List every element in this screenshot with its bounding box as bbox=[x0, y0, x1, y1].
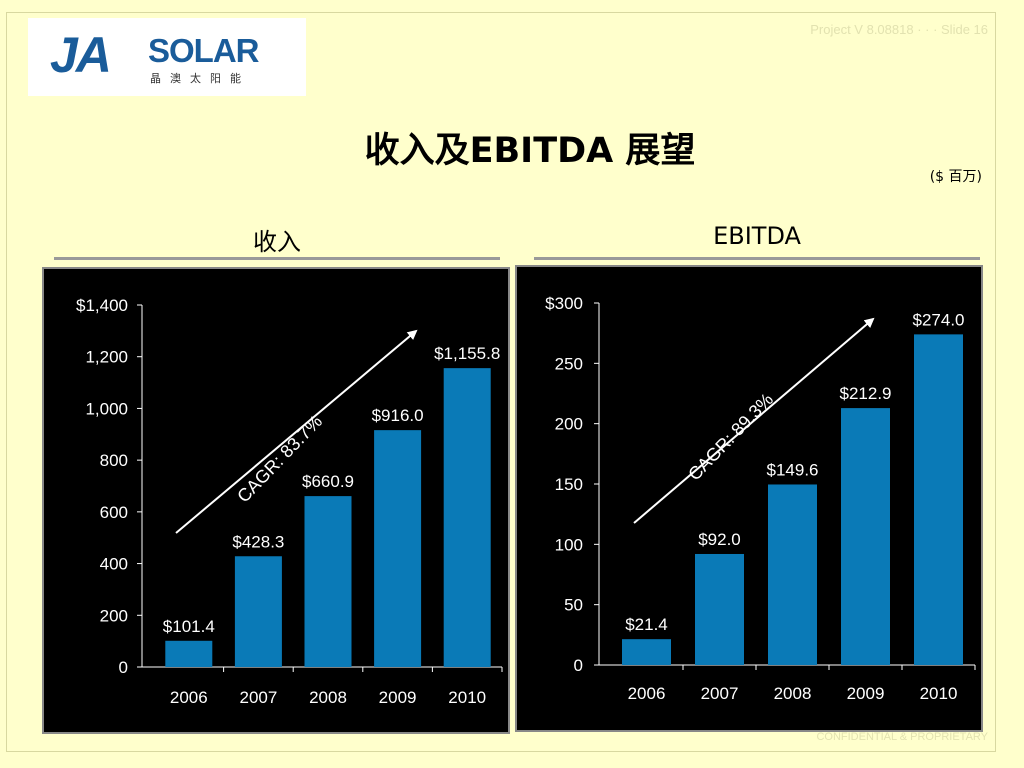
units-label: ($ 百万) bbox=[929, 169, 982, 185]
revenue-y-tick-label: 1,000 bbox=[85, 399, 128, 418]
ebitda-y-tick-label: $300 bbox=[545, 294, 583, 313]
revenue-y-tick-label: 400 bbox=[100, 555, 128, 574]
revenue-bar bbox=[374, 430, 422, 667]
revenue-data-label: $660.9 bbox=[302, 472, 354, 491]
footer-note: CONFIDENTIAL & PROPRIETARY bbox=[816, 731, 988, 743]
ebitda-x-tick-label: 2006 bbox=[628, 684, 666, 703]
ebitda-section-rule bbox=[534, 257, 980, 260]
logo-solar-text: SOLAR bbox=[148, 32, 259, 69]
ebitda-y-tick-label: 250 bbox=[555, 354, 583, 373]
revenue-data-label: $428.3 bbox=[232, 532, 284, 551]
ebitda-data-label: $212.9 bbox=[840, 384, 892, 403]
revenue-cagr-annotation: CAGR: 83.7% bbox=[233, 411, 326, 506]
ebitda-bar bbox=[914, 334, 963, 665]
ebitda-section-title: EBITDA bbox=[713, 222, 801, 250]
revenue-x-tick-label: 2010 bbox=[448, 688, 486, 707]
ebitda-x-tick-label: 2007 bbox=[701, 684, 739, 703]
page-title: 收入及EBITDA 展望 bbox=[364, 131, 696, 171]
revenue-x-tick-label: 2008 bbox=[309, 688, 347, 707]
revenue-x-tick-label: 2006 bbox=[170, 688, 208, 707]
ebitda-x-tick-label: 2009 bbox=[847, 684, 885, 703]
revenue-data-label: $916.0 bbox=[372, 406, 424, 425]
revenue-section-title: 收入 bbox=[253, 228, 301, 256]
revenue-bar bbox=[443, 368, 491, 667]
revenue-data-label: $1,155.8 bbox=[434, 344, 500, 363]
ebitda-cagr-arrow bbox=[633, 317, 875, 524]
ebitda-y-tick-label: 0 bbox=[574, 656, 583, 675]
revenue-y-tick-label: 600 bbox=[100, 503, 128, 522]
ebitda-y-tick-label: 100 bbox=[555, 535, 583, 554]
header-note: Project V 8.08818 · · · Slide 16 bbox=[810, 22, 988, 37]
ebitda-bar bbox=[695, 553, 744, 665]
ebitda-x-tick-label: 2010 bbox=[920, 684, 958, 703]
logo-ja-text: JA bbox=[50, 27, 112, 83]
ebitda-y-tick-label: 150 bbox=[555, 475, 583, 494]
ebitda-y-tick-label: 50 bbox=[564, 596, 583, 615]
ebitda-y-tick-label: 200 bbox=[555, 415, 583, 434]
revenue-bar bbox=[234, 556, 282, 667]
ebitda-bar bbox=[622, 639, 671, 665]
slide-frame bbox=[6, 12, 996, 752]
ebitda-bar bbox=[841, 408, 890, 665]
ebitda-data-label: $274.0 bbox=[913, 310, 965, 329]
revenue-x-tick-label: 2009 bbox=[379, 688, 417, 707]
ebitda-chart: 0 50 100 150 200 250 $300 2006 $21.4 2007 $92.0 200… bbox=[515, 265, 983, 732]
revenue-cagr-arrow bbox=[175, 329, 418, 534]
ebitda-bar bbox=[768, 484, 817, 665]
ebitda-data-label: $21.4 bbox=[625, 615, 668, 634]
revenue-chart-svg: 0 200 400 600 800 1,000 1,200 $1,400 2006 $101.4 2… bbox=[76, 296, 503, 707]
revenue-y-tick-label: 200 bbox=[100, 606, 128, 625]
revenue-y-tick-label: 1,200 bbox=[85, 348, 128, 367]
revenue-x-tick-label: 2007 bbox=[239, 688, 277, 707]
revenue-y-tick-label: 0 bbox=[119, 658, 128, 677]
company-logo: JA SOLAR 晶澳太阳能 bbox=[28, 18, 306, 96]
revenue-chart: 0 200 400 600 800 1,000 1,200 $1,400 2006 $101.4 2… bbox=[42, 267, 510, 734]
ebitda-x-tick-label: 2008 bbox=[774, 684, 812, 703]
logo-chinese-text: 晶澳太阳能 bbox=[150, 72, 250, 85]
ebitda-data-label: $149.6 bbox=[767, 460, 819, 479]
revenue-bar bbox=[304, 496, 352, 667]
revenue-section-rule bbox=[54, 257, 500, 260]
revenue-bar bbox=[165, 640, 213, 667]
revenue-y-tick-label: $1,400 bbox=[76, 296, 128, 315]
ebitda-cagr-annotation: CAGR: 89.3% bbox=[684, 389, 777, 484]
revenue-y-tick-label: 800 bbox=[100, 451, 128, 470]
ebitda-chart-svg: 0 50 100 150 200 250 $300 2006 $21.4 2007 $92.0 200… bbox=[545, 294, 976, 703]
revenue-data-label: $101.4 bbox=[163, 617, 215, 636]
ebitda-data-label: $92.0 bbox=[698, 530, 741, 549]
